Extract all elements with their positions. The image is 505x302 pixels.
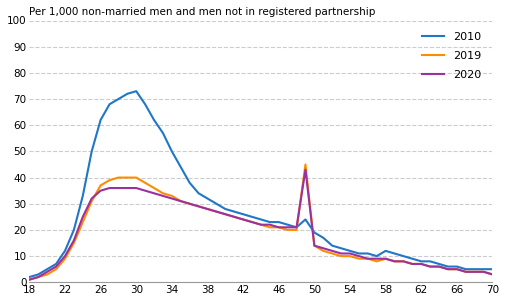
2019 <box>488 273 494 276</box>
2019 <box>26 278 32 281</box>
2020 <box>293 226 299 229</box>
2010 <box>391 252 397 255</box>
2019 <box>293 228 299 232</box>
2019 <box>391 259 397 263</box>
2020 <box>311 244 317 247</box>
2019 <box>150 186 157 190</box>
2010 <box>328 244 334 247</box>
Line: 2010: 2010 <box>29 91 491 277</box>
2020 <box>328 249 334 253</box>
2010 <box>488 267 494 271</box>
2020 <box>302 168 308 172</box>
Line: 2019: 2019 <box>29 165 491 280</box>
2020 <box>150 191 157 195</box>
2010 <box>311 231 317 234</box>
Line: 2020: 2020 <box>29 170 491 280</box>
2020 <box>488 273 494 276</box>
Legend: 2010, 2019, 2020: 2010, 2019, 2020 <box>416 26 486 85</box>
2010 <box>302 218 308 221</box>
2010 <box>444 265 450 268</box>
2010 <box>133 89 139 93</box>
2020 <box>391 259 397 263</box>
2020 <box>26 278 32 281</box>
2019 <box>328 252 334 255</box>
2019 <box>311 244 317 247</box>
2010 <box>26 275 32 279</box>
2019 <box>444 267 450 271</box>
2010 <box>160 131 166 135</box>
Text: Per 1,000 non-married men and men not in registered partnership: Per 1,000 non-married men and men not in… <box>29 7 375 17</box>
2019 <box>302 163 308 166</box>
2020 <box>444 267 450 271</box>
